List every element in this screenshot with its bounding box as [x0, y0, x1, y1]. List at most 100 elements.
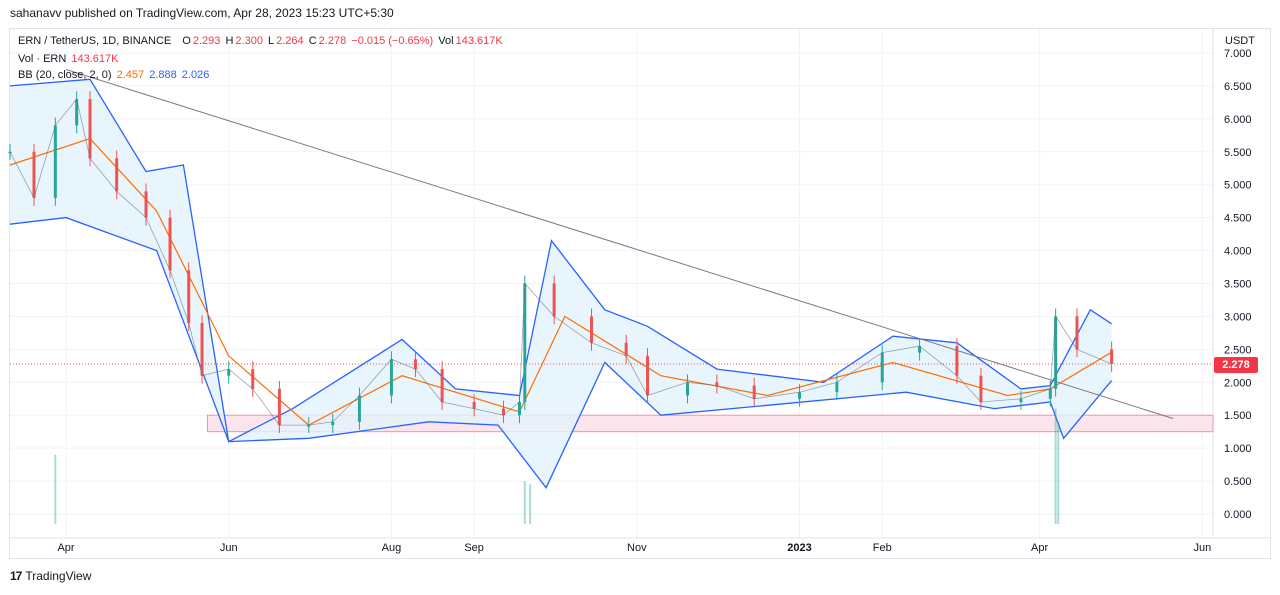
candle-body — [144, 191, 148, 218]
candle-body — [523, 283, 527, 403]
legend-symbol[interactable]: ERN / TetherUS, 1D, BINANCE — [18, 35, 172, 47]
volume-bar — [1054, 408, 1057, 524]
candle-body — [115, 158, 119, 192]
candle-body — [686, 382, 690, 396]
y-tick-label: 6.500 — [1224, 81, 1252, 93]
bb-lower-value: 2.026 — [181, 69, 210, 81]
y-tick-label: 2.500 — [1224, 344, 1252, 356]
y-tick-label: 0.500 — [1224, 476, 1252, 488]
candle-body — [1075, 316, 1079, 350]
trendline — [65, 68, 1174, 419]
bb-upper-value: 2.888 — [149, 69, 177, 81]
price-axis: 0.000 0.500 1.000 1.500 2.000 2.500 3.000 3.500… — [1224, 48, 1252, 521]
price-unit-label[interactable]: USDT — [1225, 35, 1255, 47]
candle-body — [307, 425, 311, 427]
volume-bars — [54, 408, 1060, 524]
candle-body — [32, 151, 36, 198]
legend-high: 2.300 — [235, 35, 263, 47]
legend-bb[interactable]: BB (20, close, 2, 0) 2.457 2.888 2.026 — [18, 69, 211, 81]
volume-bar — [54, 454, 57, 524]
candle-body — [955, 346, 959, 376]
volume-label: Vol · ERN — [18, 53, 67, 65]
bb-basis-value: 2.457 — [116, 69, 145, 81]
candle-body — [589, 316, 593, 343]
candle-body — [227, 369, 231, 376]
candle-body — [331, 421, 335, 426]
candle-body — [88, 99, 92, 159]
candle-body — [200, 323, 204, 376]
y-tick-label: 7.000 — [1224, 48, 1252, 60]
volume-bar — [1057, 421, 1060, 524]
legend-vol: 143.617K — [455, 35, 503, 47]
legend-l-label: L — [268, 35, 275, 47]
bb-upper-line — [9, 78, 1112, 443]
candle-body — [472, 402, 476, 409]
candle-body — [979, 375, 983, 403]
candle-body — [389, 359, 393, 396]
candle-body — [880, 352, 884, 383]
candle-body — [440, 369, 444, 403]
y-tick-label: 1.000 — [1224, 443, 1252, 455]
y-tick-label: 5.000 — [1224, 180, 1252, 192]
candle-body — [75, 99, 79, 126]
price-path — [9, 98, 1112, 426]
x-tick-label: Jun — [220, 542, 238, 554]
candle-body — [277, 388, 281, 426]
y-tick-label: 5.500 — [1224, 147, 1252, 159]
x-tick-label: Apr — [57, 542, 74, 554]
bb-label: BB (20, close, 2, 0) — [18, 69, 112, 81]
y-tick-label: 3.000 — [1224, 311, 1252, 323]
legend-close: 2.278 — [318, 35, 347, 47]
candle-body — [517, 402, 521, 416]
candle-body — [168, 217, 172, 271]
candle-body — [552, 283, 556, 317]
legend-h-label: H — [225, 35, 234, 47]
time-axis: Apr Jun Aug Sep Nov 2023 Feb Apr Jun — [57, 542, 1211, 554]
y-tick-label: 4.500 — [1224, 213, 1252, 225]
volume-bar — [523, 481, 526, 524]
y-tick-label: 4.000 — [1224, 246, 1252, 258]
y-tick-label: 2.000 — [1224, 377, 1252, 389]
candle-body — [1110, 349, 1114, 364]
candle-body — [1019, 398, 1023, 403]
candle-body — [715, 382, 719, 386]
candle-body — [798, 392, 802, 399]
y-tick-label: 0.000 — [1224, 509, 1252, 521]
legend-c-label: C — [308, 35, 317, 47]
legend-open: 2.293 — [192, 35, 221, 47]
candle-body — [646, 355, 650, 396]
y-tick-label: 3.500 — [1224, 279, 1252, 291]
x-tick-label: Feb — [873, 542, 892, 554]
candle-body — [357, 395, 361, 422]
bb-lower-line — [9, 216, 1113, 489]
x-tick-label: Nov — [627, 542, 647, 554]
candle-body — [1054, 316, 1058, 389]
price-candles — [8, 91, 1213, 433]
legend-change: −0.015 (−0.65%) — [351, 35, 434, 47]
y-tick-label: 6.000 — [1224, 114, 1252, 126]
y-tick-label: 1.500 — [1224, 410, 1252, 422]
legend-vol-label: Vol — [438, 35, 454, 47]
candle-body — [187, 270, 191, 324]
legend-volume[interactable]: Vol · ERN 143.617K — [18, 53, 120, 65]
chart-grid — [10, 29, 1270, 539]
published-info: sahanavv published on TradingView.com, A… — [10, 6, 394, 20]
legend-ohlc: ERN / TetherUS, 1D, BINANCE O 2.293 H 2.30… — [18, 35, 505, 47]
x-tick-label: Apr — [1031, 542, 1048, 554]
legend-o-label: O — [182, 35, 191, 47]
x-tick-label: Sep — [464, 542, 484, 554]
volume-bar — [529, 484, 532, 524]
x-tick-label: 2023 — [787, 542, 811, 554]
chart-frame — [9, 28, 1271, 559]
candle-body — [1048, 388, 1052, 399]
trendline-line — [65, 68, 1174, 419]
volume-value: 143.617K — [71, 53, 119, 65]
candle-body — [835, 382, 839, 393]
candle-body — [918, 346, 922, 353]
current-price-tag: 2.278 — [1214, 357, 1258, 373]
x-tick-label: Aug — [382, 542, 402, 554]
footer[interactable]: 17 TradingView — [10, 569, 91, 583]
candle-body — [251, 369, 255, 389]
x-tick-label: Jun — [1193, 542, 1211, 554]
